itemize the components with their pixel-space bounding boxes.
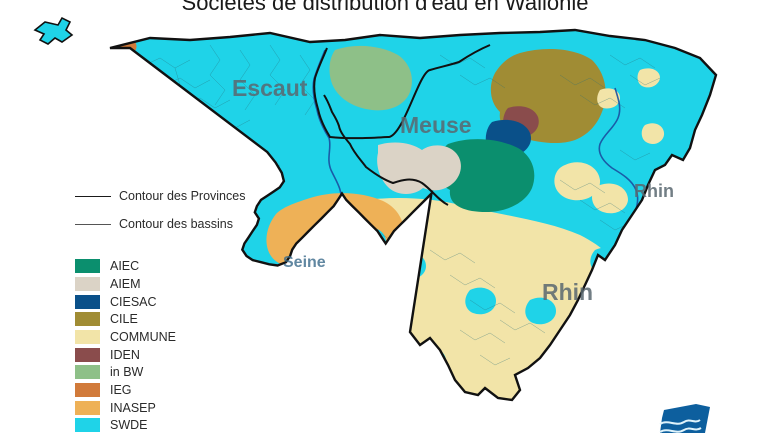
svg-text:Escaut: Escaut [232,75,308,101]
svg-text:Rhin: Rhin [634,181,674,201]
svg-text:Meuse: Meuse [400,112,472,138]
svg-text:Seine: Seine [283,254,326,271]
svg-text:Rhin: Rhin [542,279,593,305]
